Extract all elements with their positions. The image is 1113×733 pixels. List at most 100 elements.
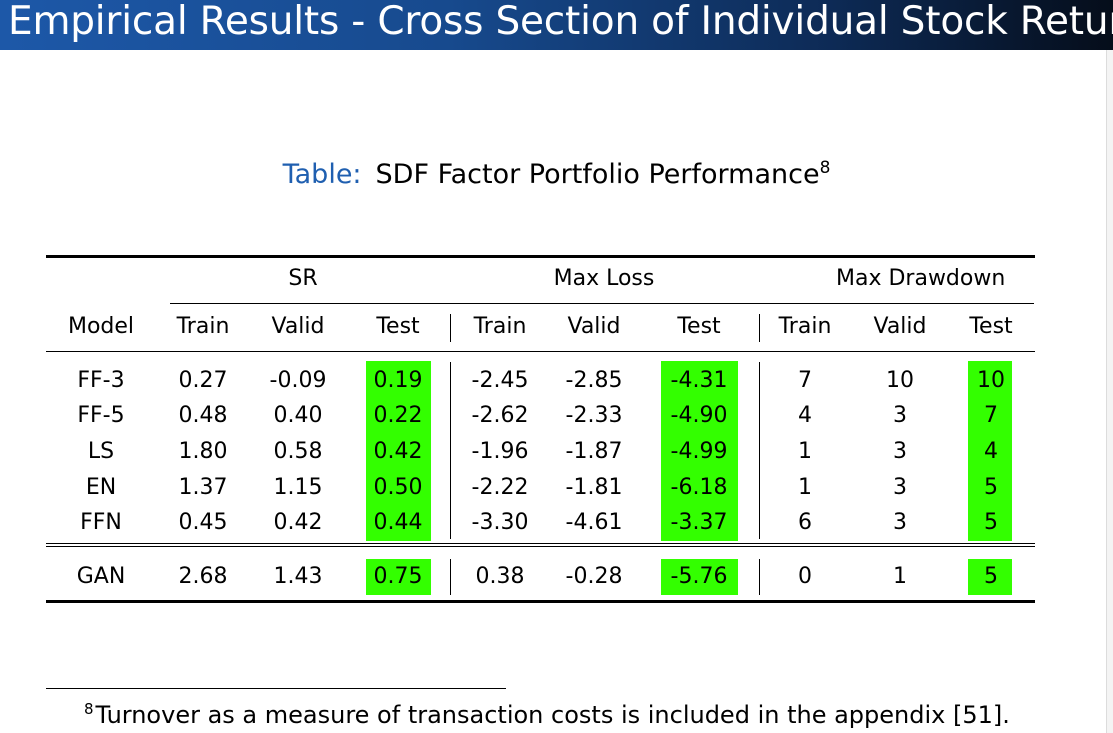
column-header: Model <box>67 314 135 339</box>
highlight-block-gan <box>968 559 1012 595</box>
footnote-rule <box>46 688 506 689</box>
gan-separator-rule-1 <box>46 543 1035 544</box>
highlight-block <box>968 361 1012 541</box>
table-cell: 5 <box>984 510 998 535</box>
model-name: FF-3 <box>77 368 125 393</box>
highlight-block <box>661 361 738 541</box>
model-name: EN <box>85 475 117 500</box>
table-cell: -4.61 <box>565 510 623 535</box>
table-cell: 1.37 <box>178 475 228 500</box>
table-bottom-rule <box>46 600 1035 603</box>
table-cell: 0.27 <box>178 368 228 393</box>
footnote-mark: 8 <box>84 700 94 718</box>
table-cell: 3 <box>893 439 907 464</box>
table-cell: 0.19 <box>373 368 423 393</box>
column-header: Valid <box>271 314 325 339</box>
table-cell: 5 <box>984 564 998 589</box>
table-cell: 3 <box>893 403 907 428</box>
table-cell: -2.62 <box>471 403 529 428</box>
table-cell: 0.40 <box>273 403 323 428</box>
table-cell: 1 <box>798 439 812 464</box>
sep-maxloss-drawdown-gan <box>759 559 760 595</box>
column-header: Valid <box>873 314 927 339</box>
table-cell: 1.80 <box>178 439 228 464</box>
footnote: 8Turnover as a measure of transaction co… <box>84 700 1010 729</box>
table-cell: 7 <box>984 403 998 428</box>
table-top-rule <box>46 255 1035 258</box>
table-cell: 1.15 <box>273 475 323 500</box>
model-name: LS <box>87 439 115 464</box>
table-cell: 7 <box>798 368 812 393</box>
header-bottom-rule <box>46 351 1035 352</box>
table-cell: 0.58 <box>273 439 323 464</box>
caption-text: SDF Factor Portfolio Performance <box>375 159 820 190</box>
column-header: Train <box>473 314 527 339</box>
group-underline <box>170 303 1034 304</box>
table-cell: 4 <box>798 403 812 428</box>
table-cell: -0.09 <box>269 368 327 393</box>
table-cell: 0.45 <box>178 510 228 535</box>
table-cell: 0 <box>798 564 812 589</box>
table-cell: 5 <box>984 475 998 500</box>
model-name: GAN <box>76 564 126 589</box>
highlight-block-gan <box>661 559 738 595</box>
table-cell: 0.48 <box>178 403 228 428</box>
caption-label: Table: <box>282 159 362 190</box>
table-cell: 4 <box>984 439 998 464</box>
gan-separator-rule-2 <box>46 546 1035 547</box>
table-cell: 0.44 <box>373 510 423 535</box>
caption-footnote-mark: 8 <box>819 158 831 178</box>
table-cell: 0.22 <box>373 403 423 428</box>
sep-maxloss-drawdown-header <box>759 314 760 342</box>
table-cell: -6.18 <box>670 475 728 500</box>
column-header: Train <box>778 314 832 339</box>
highlight-block <box>366 361 431 541</box>
table-cell: 6 <box>798 510 812 535</box>
table-cell: -1.96 <box>471 439 529 464</box>
table-cell: -4.31 <box>670 368 728 393</box>
table-cell: -1.81 <box>565 475 623 500</box>
table-cell: 0.38 <box>475 564 525 589</box>
highlight-block-gan <box>366 559 431 595</box>
table-cell: -2.22 <box>471 475 529 500</box>
footnote-text: Turnover as a measure of transaction cos… <box>95 701 1010 729</box>
model-name: FF-5 <box>77 403 125 428</box>
column-header: Test <box>969 314 1013 339</box>
table-cell: 1 <box>798 475 812 500</box>
group-header: Max Loss <box>553 266 655 291</box>
table-cell: -2.33 <box>565 403 623 428</box>
table-cell: -5.76 <box>670 564 728 589</box>
table-cell: -3.30 <box>471 510 529 535</box>
group-header: Max Drawdown <box>836 266 1006 291</box>
column-header: Test <box>677 314 721 339</box>
sep-maxloss-drawdown-body <box>759 362 760 539</box>
table-cell: -4.90 <box>670 403 728 428</box>
sep-sr-maxloss-body <box>450 362 451 539</box>
vertical-scrollbar[interactable] <box>1106 50 1113 733</box>
table-cell: 10 <box>886 368 914 393</box>
column-header: Valid <box>567 314 621 339</box>
table-cell: -4.99 <box>670 439 728 464</box>
slide-title-bar: Empirical Results - Cross Section of Ind… <box>0 0 1113 50</box>
table-cell: -2.45 <box>471 368 529 393</box>
column-header: Test <box>376 314 420 339</box>
table-cell: 0.42 <box>273 510 323 535</box>
table-cell: 10 <box>977 368 1005 393</box>
table-cell: 0.42 <box>373 439 423 464</box>
group-header: SR <box>288 266 318 291</box>
column-header: Train <box>176 314 230 339</box>
table-cell: -2.85 <box>565 368 623 393</box>
table-cell: -0.28 <box>565 564 623 589</box>
table-cell: -3.37 <box>670 510 728 535</box>
table-cell: 0.75 <box>373 564 423 589</box>
table-cell: 1 <box>893 564 907 589</box>
table-cell: 3 <box>893 475 907 500</box>
table-cell: 0.50 <box>373 475 423 500</box>
table-cell: -1.87 <box>565 439 623 464</box>
sep-sr-maxloss-header <box>450 314 451 342</box>
table-cell: 2.68 <box>178 564 228 589</box>
table-cell: 3 <box>893 510 907 535</box>
table-caption: Table: SDF Factor Portfolio Performance8 <box>0 158 1113 190</box>
slide-title: Empirical Results - Cross Section of Ind… <box>8 0 1113 44</box>
sep-sr-maxloss-gan <box>450 559 451 595</box>
